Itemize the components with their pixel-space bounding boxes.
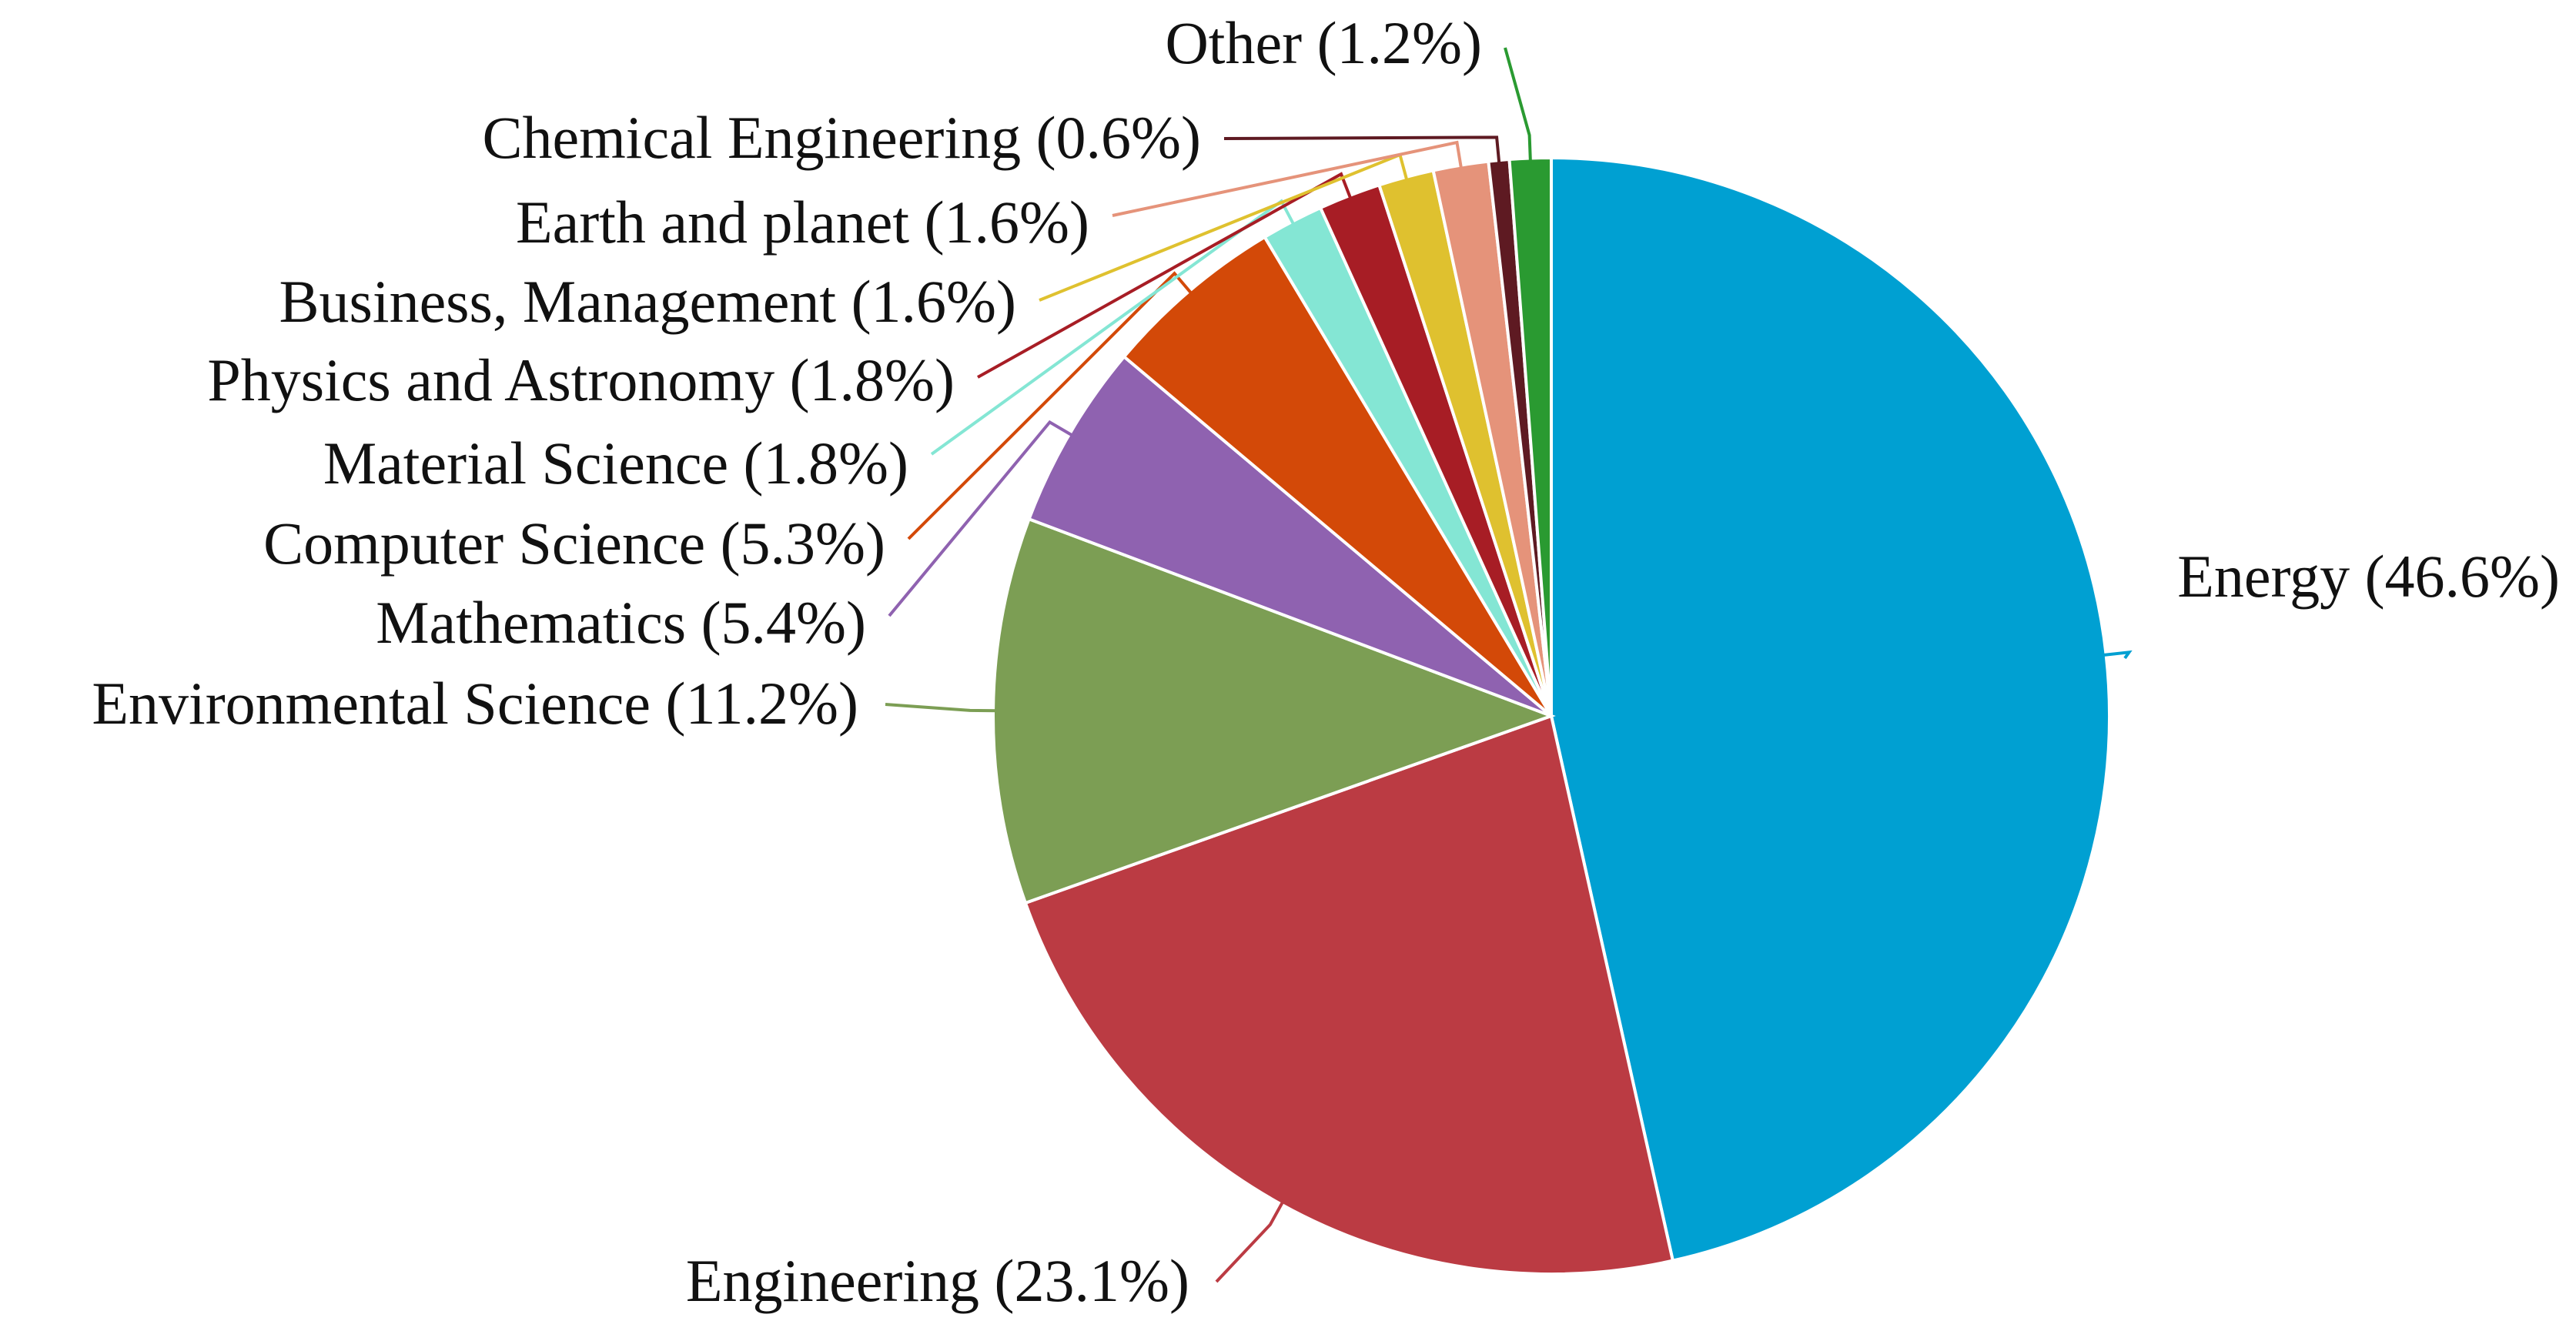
slice-label-physics-and-astronomy: Physics and Astronomy (1.8%) bbox=[207, 346, 955, 413]
slice-label-other: Other (1.2%) bbox=[1165, 9, 1482, 76]
slices-layer bbox=[992, 156, 2111, 1276]
leader-line-computer-science bbox=[907, 271, 1194, 540]
slice-label-mathematics: Mathematics (5.4%) bbox=[376, 589, 866, 656]
slice-label-business-management: Business, Management (1.6%) bbox=[279, 268, 1016, 335]
leader-line-chemical-engineering bbox=[1223, 135, 1501, 166]
slice-label-energy: Energy (46.6%) bbox=[2177, 543, 2560, 610]
slice-label-environmental-science: Environmental Science (11.2%) bbox=[92, 670, 858, 737]
slice-label-engineering: Engineering (23.1%) bbox=[686, 1247, 1189, 1314]
leader-line-environmental-science bbox=[885, 703, 999, 713]
labels-layer: Energy (46.6%) Engineering (23.1%) Environ… bbox=[92, 9, 2560, 1314]
leader-line-mathematics bbox=[888, 420, 1075, 617]
slice-label-earth-and-planet: Earth and planet (1.6%) bbox=[516, 189, 1089, 256]
leader-line-engineering bbox=[1215, 1199, 1286, 1283]
leader-line-other bbox=[1504, 47, 1532, 163]
slice-label-material-science: Material Science (1.8%) bbox=[323, 430, 908, 497]
leader-line-physics-and-astronomy bbox=[977, 172, 1353, 379]
slice-label-computer-science: Computer Science (5.3%) bbox=[263, 510, 885, 577]
leader-lines-layer bbox=[885, 47, 2133, 1283]
slice-label-chemical-engineering: Chemical Engineering (0.6%) bbox=[482, 104, 1201, 171]
leader-line-earth-and-planet bbox=[1112, 140, 1464, 217]
leader-line-energy bbox=[2101, 650, 2133, 660]
